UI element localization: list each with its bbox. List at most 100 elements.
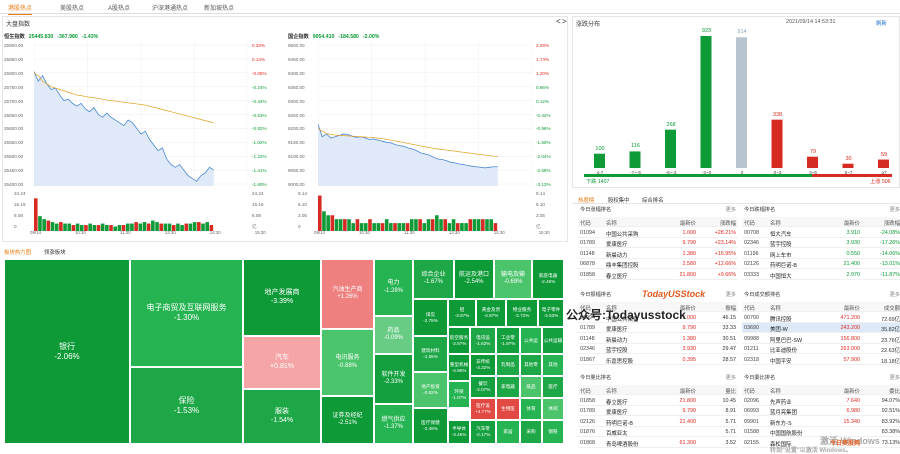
table-row[interactable]: 02318 中国平安 57.900 18.18亿 [742,355,900,365]
sector-cell[interactable]: 输电及输 -0.69% [494,259,532,299]
table-row[interactable]: 01868 青岛啤酒股份 61.300 3.52 [578,438,738,448]
tab-connect[interactable]: 沪深港通热点 [152,6,189,12]
sector-cell[interactable]: 采购 [520,420,542,444]
sector-cell[interactable]: 服装 -1.54% [243,389,321,444]
table-row[interactable]: 01094 中国公共采购 1.000 +28.21% [578,228,738,238]
more-link[interactable]: 更多 [889,375,900,381]
table-row[interactable]: 01858 春立医疗 21.800 10.45 [578,396,738,406]
sector-cell[interactable]: 非传统 -3.32% [470,354,496,376]
sector-cell[interactable]: 证券及经纪 -2.51% [321,396,374,444]
sector-cell[interactable]: 地产投资 -0.82% [413,372,448,408]
sector-cell[interactable]: 休闲 [542,398,564,420]
sector-cell[interactable]: 保险 -1.53% [130,367,243,444]
table-row[interactable]: 06878 鼎丰集团控股 2.580 +12.66% [578,259,738,270]
sector-cell[interactable]: 体育 [520,398,542,420]
sector-cell[interactable]: 医疗设 +4.77% [470,398,496,420]
sector-cell[interactable]: 航运及港口 -2.54% [454,259,494,299]
sector-cell[interactable]: 家庭电器 -2.45% [532,259,564,299]
sector-cell[interactable]: 银行 -2.06% [4,259,130,444]
tab-heat[interactable]: 热度榜 [578,198,595,204]
sector-cell[interactable]: 餐饮 -2.07% [470,376,496,398]
table-row[interactable]: 03333 中国恒大 2.970 -11.87% [742,270,900,280]
table-row[interactable]: 03690 美团-W 243.200 35.82亿 [742,323,900,334]
sector-cell[interactable]: 地产发展商 -3.39% [243,259,321,336]
table-row[interactable]: 01148 新晨动力 1.380 +16.95% [578,249,738,259]
sector-cell[interactable]: 汽油生产商 +1.26% [321,259,374,329]
more-link[interactable]: 更多 [725,292,736,298]
tab-sg[interactable]: 新加坡热点 [204,6,235,12]
table-row[interactable]: 01789 爱康医疗 9.790 33.33 [578,323,738,334]
more-link[interactable]: 更多 [889,292,900,298]
more-link[interactable]: 更多 [725,375,736,381]
sector-cell[interactable]: 钢铁 [542,420,564,444]
table-row[interactable]: 09988 阿里巴巴-SW 156.800 23.76亿 [742,334,900,344]
tab-leading-sectors[interactable]: 领涨板块 [44,250,66,256]
sector-cell[interactable]: 汽车零 -2.17% [470,420,496,444]
table-row[interactable]: 02155 森松国际 73.13% [742,438,900,448]
sector-cell[interactable]: 工业零 -1.97% [496,327,520,354]
tab-hk[interactable]: 港股热点 [8,3,33,15]
sector-cell[interactable]: 汽车 +0.81% [243,336,321,389]
sector-cell[interactable]: 乳制品 [496,354,520,376]
refresh-button[interactable]: 刷新 [876,21,887,27]
more-link[interactable]: 更多 [889,207,900,213]
table-row[interactable]: 01858 春立医疗 21.800 +9.66% [578,270,738,280]
sector-cell[interactable]: 生物医 [496,398,520,420]
sector-cell[interactable]: 半导体 -3.45% [448,420,470,444]
sector-cell[interactable]: 环保 -1.07% [448,381,470,408]
sector-cell[interactable]: 铝 -3.67% [448,299,476,327]
sector-cell[interactable]: 软件开发 -2.33% [374,354,413,404]
table-row[interactable]: 01867 乐嘉思控股 0.395 28.57 [578,355,738,365]
tab-a[interactable]: A股热点 [108,6,131,12]
table-row[interactable]: 00708 恒大汽车 3.910 -24.08% [742,228,900,238]
table-row[interactable]: 01196 网上车市 0.550 -14.06% [742,249,900,259]
tab-us[interactable]: 美股热点 [60,6,85,12]
table-header: 代码 名称 最新价 量比 [578,385,738,395]
sector-cell[interactable]: 电讯设 -1.62% [470,327,496,354]
sector-cell[interactable]: 航空服务 -2.97% [448,327,470,354]
sector-cell[interactable]: 其他零 [520,354,542,376]
table-row[interactable]: 01588 中国国航股份 83.38% [742,427,900,438]
volume-bar [113,226,118,231]
sector-cell[interactable]: 重型机械 -4.96% [448,354,470,381]
table-row[interactable]: 01094 中国公共采购 1.000 46.15 [578,313,738,323]
table-row[interactable]: 01789 爱康医疗 9.790 8.91 [578,406,738,417]
prev-button[interactable]: < [556,17,561,26]
sector-cell[interactable]: 黄金及贵 -4.87% [476,299,506,327]
table-row[interactable]: 09901 新东方-S 15.340 83.92% [742,417,900,427]
table-row[interactable]: 02346 蓝宇控股 3.930 29.47 [578,344,738,355]
sector-cell[interactable]: 电子商贸及互联网服务 -1.30% [130,259,243,367]
table-row[interactable]: 02126 药明巨诺-B 21.400 5.71 [578,417,738,427]
tab-heatmap[interactable]: 板块热力图 [4,250,31,256]
sector-cell[interactable]: 药品 -0.09% [374,316,413,354]
sector-cell[interactable]: 公共运 [520,327,542,354]
sector-cell[interactable]: 物业服务 -2.72% [506,299,538,327]
table-row[interactable]: 02346 蓝宇控股 3.930 -17.26% [742,238,900,249]
sector-cell[interactable]: 综合企业 -1.67% [413,259,454,299]
sector-cell[interactable]: 家居 [496,420,520,444]
sector-cell[interactable]: 电子零件 -2.53% [538,299,564,327]
sector-cell[interactable]: 燃气供应 -1.37% [374,404,413,444]
sector-cell[interactable]: 电力 -1.28% [374,259,413,316]
table-row[interactable]: 01148 新晨动力 1.380 30.51 [578,334,738,344]
sector-cell[interactable]: 医疗 [542,376,564,398]
table-row[interactable]: 02096 先声药业 7.640 94.07% [742,396,900,406]
sector-cell[interactable]: 电讯服务 -0.88% [321,329,374,396]
more-link[interactable]: 更多 [725,207,736,213]
sector-cell[interactable]: 煤炭 -2.78% [413,299,448,336]
sector-cell[interactable]: 其他 [542,354,564,376]
table-row[interactable]: 01211 比亚迪股份 263.000 22.63亿 [742,344,900,355]
table-row[interactable]: 00700 腾讯控股 471.200 72.69亿 [742,313,900,323]
tab-concentration[interactable]: 股权集中 [608,198,630,204]
table-row[interactable]: 06993 蓝月亮集团 6.980 92.51% [742,406,900,417]
sector-cell[interactable]: 家电器 [496,376,520,398]
table-row[interactable]: 01876 百威亚太 5.71 [578,427,738,438]
table-row[interactable]: 02126 药明巨诺-B 21.400 -13.01% [742,259,900,270]
sector-cell[interactable]: 公共运输 [542,327,564,354]
sector-cell[interactable]: 建筑材料 -1.55% [413,336,448,372]
table-row[interactable]: 01789 爱康医疗 9.790 +23.14% [578,238,738,249]
next-button[interactable]: > [562,17,567,26]
tab-composite[interactable]: 综合排名 [642,198,664,204]
sector-cell[interactable]: 医疗保健 -2.49% [413,408,448,444]
sector-cell[interactable]: 纸品 [520,376,542,398]
